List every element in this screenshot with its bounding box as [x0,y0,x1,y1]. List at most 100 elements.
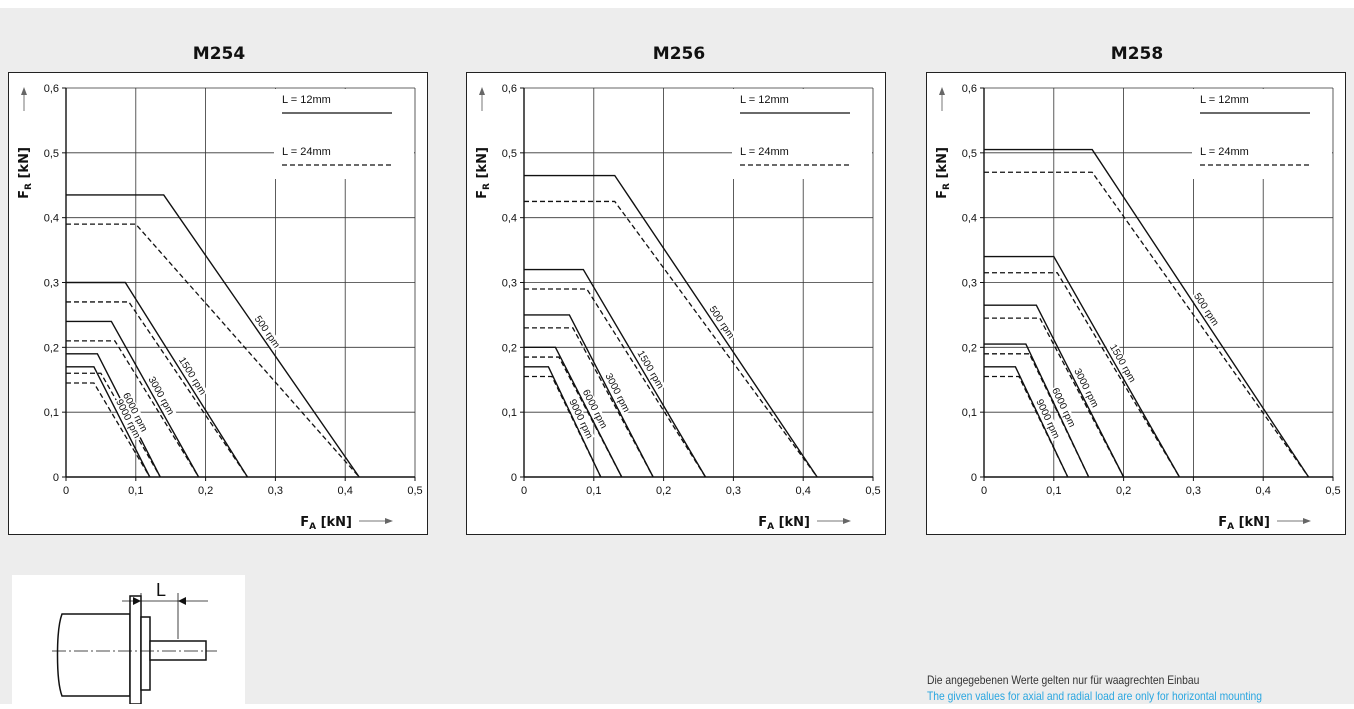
chart-svg-m258: 0 0,1 0,2 0,3 0,4 0,5 0 0,1 0,2 0,3 0,4 0,5 0,6 FA [k… [935,83,1341,532]
y-tick-label: 0,1 [502,407,517,419]
chart-panel-m258: 0 0,1 0,2 0,3 0,4 0,5 0 0,1 0,2 0,3 0,4 0,5 0,6 FA [k… [926,72,1346,535]
x-tick-label: 0,1 [586,485,601,497]
series-line-dashed [984,375,1069,478]
series-line-dashed [524,356,623,478]
series-label-background [112,396,143,442]
dimension-arrow-right [178,597,186,605]
chart-title-m254: M254 [192,44,246,64]
x-tick-label: 0,5 [1325,485,1340,497]
x-tick-label: 0,4 [1256,485,1271,497]
series-line-solid [524,174,818,478]
series-line-dashed [66,301,249,478]
y-tick-label: 0 [511,472,517,484]
chart-svg-m254: 0 0,1 0,2 0,3 0,4 0,5 0 0,1 0,2 0,3 0,4 0,5 0,6 FA [k… [17,83,423,532]
x-axis-label: FA [kN] [300,515,352,532]
y-tick-label: 0,4 [502,213,517,225]
series-line-dashed [984,171,1310,478]
y-tick-label: 0,1 [962,407,977,419]
series-line-solid [984,148,1310,478]
legend-label: L = 24mm [740,146,789,158]
series-line-dashed [66,223,360,478]
series-line-solid [984,343,1090,478]
chart-title-m258: M258 [1110,44,1164,64]
series-label-background [634,348,666,392]
legend-label: L = 24mm [1200,146,1249,158]
series-label-background [1070,365,1101,411]
note-english: The given values for axial and radial lo… [927,689,1263,703]
mounting-sketch: L [12,575,245,705]
legend-box [732,89,872,179]
x-tick-label: 0,4 [338,485,353,497]
y-tick-label: 0,6 [44,83,59,95]
series-line-solid [66,366,151,478]
y-tick-label: 0 [53,472,59,484]
y-tick-label: 0,5 [502,148,517,160]
x-tick-label: 0,3 [1186,485,1201,497]
x-tick-label: 0,3 [726,485,741,497]
series-label-background [1048,385,1078,431]
y-tick-label: 0,1 [44,407,59,419]
y-tick-label: 0,4 [962,213,977,225]
series-label: 1500 rpm [635,349,666,391]
series-line-dashed [984,317,1125,478]
series-label: 1500 rpm [176,355,208,397]
y-axis-label: FR [kN] [17,147,34,199]
series-line-dashed [66,340,200,478]
y-tick-label: 0,6 [962,83,977,95]
series-line-dashed [984,353,1090,478]
x-axis-arrow-head [385,518,393,524]
dimension-label-l: L [156,580,166,600]
x-axis-arrow-head [843,518,851,524]
legend-box [1192,89,1332,179]
x-tick-label: 0,2 [656,485,671,497]
series-label-background [119,390,150,435]
x-tick-label: 0,3 [268,485,283,497]
y-tick-label: 0,3 [502,278,517,290]
series-line-dashed [984,272,1180,478]
series-label: 3000 rpm [146,375,176,417]
series-label-background [566,396,595,442]
series-line-dashed [524,200,818,478]
series-line-dashed [66,382,151,478]
x-tick-label: 0,2 [198,485,213,497]
series-label-background [1106,341,1139,386]
series-label-background [145,374,177,419]
series-line-solid [984,255,1181,478]
y-tick-label: 0,3 [44,278,59,290]
series-line-solid [66,281,249,478]
legend-label: L = 12mm [740,94,789,106]
y-tick-label: 0,5 [44,148,59,160]
series-line-solid [524,366,602,478]
series-line-solid [66,194,360,478]
series-line-solid [524,314,654,478]
chart-panel-m256: 0 0,1 0,2 0,3 0,4 0,5 0 0,1 0,2 0,3 0,4 0,5 0,6 FA [k… [466,72,886,535]
series-label-background [579,387,610,432]
y-tick-label: 0,2 [502,342,517,354]
legend-box [274,89,414,179]
motor-shaft [149,640,207,661]
y-tick-label: 0,5 [962,148,977,160]
series-line-dashed [524,375,602,478]
series-line-solid [524,268,707,478]
x-tick-label: 0,1 [1046,485,1061,497]
y-tick-label: 0,2 [44,342,59,354]
dimension-arrow-left [133,597,141,605]
series-label-background [251,313,283,352]
y-axis-arrow-head [21,87,27,95]
y-tick-label: 0,6 [502,83,517,95]
series-label-background [705,303,737,342]
y-tick-label: 0 [971,472,977,484]
x-tick-label: 0,5 [407,485,422,497]
x-axis-label: FA [kN] [758,515,810,532]
y-axis-arrow-head [479,87,485,95]
series-label: 500 rpm [252,314,282,350]
x-tick-label: 0,4 [796,485,811,497]
series-line-dashed [66,372,161,478]
motor-centering-collar [140,616,151,691]
x-tick-label: 0 [981,485,987,497]
y-axis-arrow-head [939,87,945,95]
x-tick-label: 0 [521,485,527,497]
note-german: Die angegebenen Werte gelten nur für waa… [927,673,1200,687]
y-axis-label: FR [kN] [935,147,952,199]
series-line-solid [66,320,200,478]
